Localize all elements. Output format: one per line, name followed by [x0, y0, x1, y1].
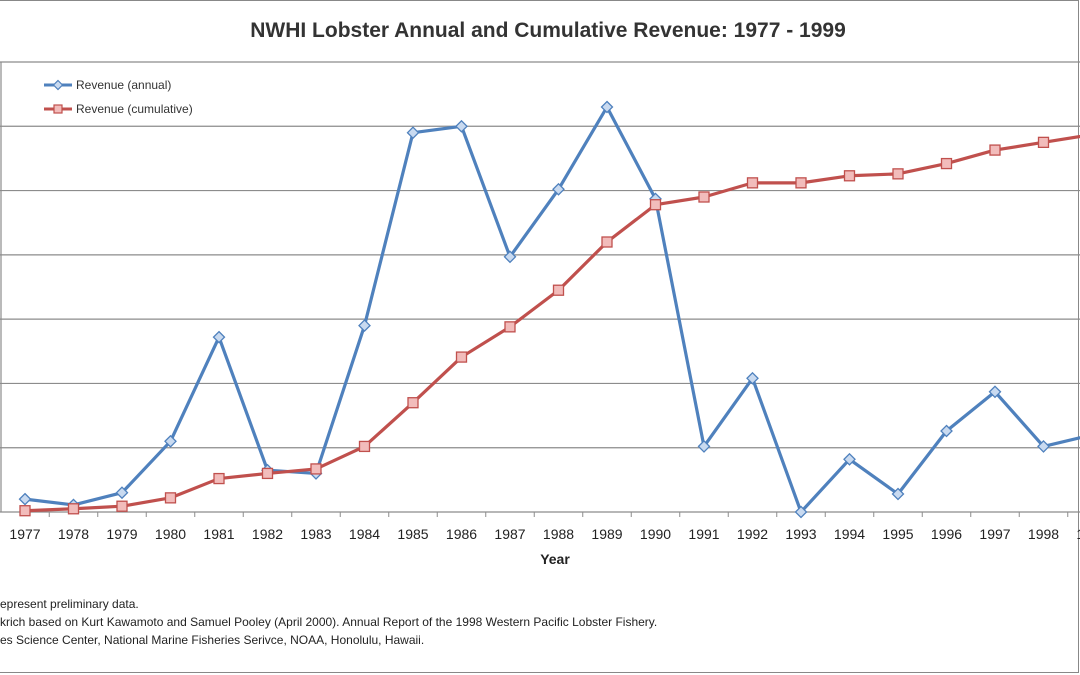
x-tick-labels: 1977 1978 1979 1980 1981 1982 1983 1984 1985 1986… [9, 512, 1080, 542]
x-axis-label: Year [540, 551, 570, 567]
series-2 [19, 134, 1080, 517]
data-point [310, 463, 322, 475]
x-tick-label: 1988 [543, 526, 574, 542]
data-point [795, 177, 807, 189]
legend-marker [52, 79, 64, 91]
data-point [504, 321, 516, 333]
data-point [843, 170, 856, 182]
x-tick-label: 1984 [349, 526, 380, 542]
legend: Revenue (annual) Revenue (cumulative) [44, 78, 193, 116]
data-point [406, 126, 420, 140]
x-tick-label: 1982 [252, 526, 283, 542]
x-tick-label: 1989 [591, 526, 622, 542]
data-point [1037, 136, 1050, 149]
x-tick-label: 1993 [785, 526, 816, 542]
data-point [503, 250, 517, 264]
gridlines [0, 61, 1080, 449]
note-line-3: es Science Center, National Marine Fishe… [0, 633, 425, 647]
data-point [891, 487, 905, 501]
x-tick-label: 1992 [737, 526, 768, 542]
data-point [455, 351, 468, 363]
data-point [988, 385, 1002, 399]
data-point [601, 236, 613, 248]
x-tick-label: 1979 [106, 526, 137, 542]
x-tick-label: 1978 [58, 526, 89, 542]
data-point [358, 440, 371, 453]
data-point [407, 397, 419, 409]
data-point [746, 177, 759, 189]
data-point [940, 424, 953, 438]
data-point [67, 503, 80, 515]
x-tick-label: 1998 [1028, 526, 1059, 542]
x-tick-label: 1983 [300, 526, 331, 542]
data-point [697, 440, 711, 453]
series-layer [18, 100, 1080, 519]
data-point [649, 199, 662, 211]
x-tick-label: 1996 [931, 526, 962, 542]
x-tick-label: 1991 [688, 526, 719, 542]
legend-label: Revenue (annual) [76, 78, 171, 92]
data-point [212, 330, 226, 344]
x-tick-label: 1980 [155, 526, 186, 542]
data-point [600, 100, 614, 114]
data-point [892, 168, 904, 180]
legend-label: Revenue (cumulative) [76, 102, 193, 116]
note-line-2: krich based on Kurt Kawamoto and Samuel … [0, 615, 658, 629]
data-point [552, 284, 565, 296]
x-tick-label: 1985 [397, 526, 428, 542]
data-point [116, 500, 128, 512]
data-point [358, 319, 371, 332]
data-point [19, 505, 31, 517]
data-point [261, 467, 274, 480]
data-point [989, 144, 1001, 156]
x-tick-label: 1977 [9, 526, 40, 542]
legend-marker [53, 104, 63, 114]
data-point [746, 371, 759, 385]
data-point [552, 182, 565, 196]
data-point [164, 434, 177, 448]
data-point [115, 486, 129, 500]
data-point [18, 492, 32, 506]
x-tick-label: 1999 [1076, 526, 1080, 542]
data-point [940, 157, 953, 170]
x-tick-label: 1994 [834, 526, 865, 542]
chart-title: NWHI Lobster Annual and Cumulative Reven… [250, 19, 846, 42]
x-tick-label: 1986 [446, 526, 477, 542]
x-tick-label: 1995 [882, 526, 913, 542]
data-point [843, 452, 856, 466]
x-tick-label: 1987 [494, 526, 525, 542]
data-point [213, 472, 225, 485]
data-point [698, 191, 710, 203]
x-tick-label: 1997 [979, 526, 1010, 542]
data-point [164, 492, 177, 504]
series-1 [18, 100, 1080, 519]
note-line-1: epresent preliminary data. [0, 597, 139, 611]
axes [0, 62, 1080, 513]
data-point [1037, 440, 1050, 453]
x-tick-label: 1990 [640, 526, 671, 542]
data-point [455, 119, 468, 133]
x-tick-label: 1981 [203, 526, 234, 542]
data-point [794, 505, 808, 519]
